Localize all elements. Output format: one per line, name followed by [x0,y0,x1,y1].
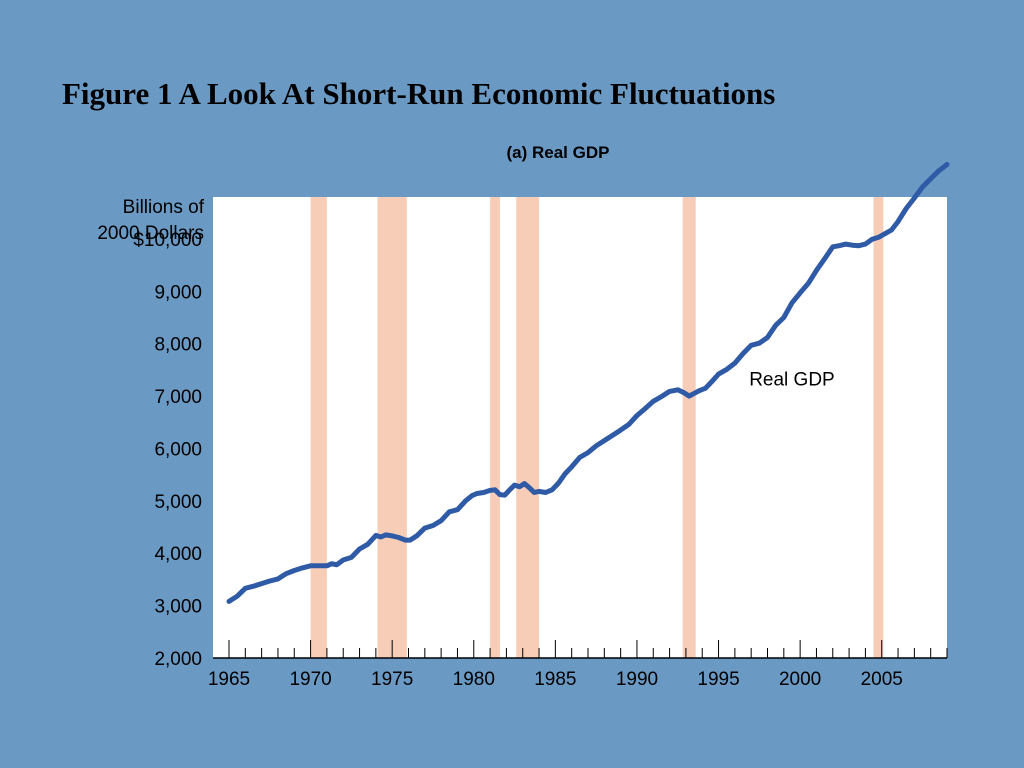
annotations: Real GDP [749,370,835,391]
x-axis-ticks: 1965 1970 1975 1980 1985 1990 1995 2000 2005 [208,640,948,690]
slide-title: Figure 1 A Look At Short-Run Economic Fl… [62,76,776,111]
recession-band-3 [490,197,500,658]
x-tick-label: 2005 [861,669,903,690]
y-tick-label: 8,000 [154,335,202,356]
x-tick-label: 1995 [697,669,739,690]
x-tick-label: 1970 [289,669,331,690]
series-label-real-gdp: Real GDP [749,370,835,391]
series-lines [226,162,950,604]
y-tick-label: 9,000 [154,282,202,303]
y-tick-label: 4,000 [154,544,202,565]
x-tick-label: 1975 [371,669,413,690]
real-gdp-line [226,162,950,604]
recession-bands [310,197,884,658]
x-tick-label: 1985 [534,669,576,690]
x-tick-label: 2000 [779,669,821,690]
y-tick-label: 6,000 [154,439,202,460]
recession-band-5 [682,197,696,658]
chart-title: (a) Real GDP [506,143,610,162]
x-tick-label: 1990 [616,669,658,690]
x-tick-label: 1965 [208,669,250,690]
recession-band-4 [516,197,540,658]
plot-area [213,197,947,658]
y-axis-label-line-2: 2000 Dollars [97,223,204,244]
y-axis-label-line-1: Billions of [122,197,204,218]
y-tick-label: 2,000 [154,649,202,670]
y-tick-label: 5,000 [154,492,202,513]
y-tick-label: 3,000 [154,597,202,618]
y-tick-label: 7,000 [154,387,202,408]
recession-band-6 [873,197,884,658]
x-tick-label: 1980 [453,669,495,690]
y-tick-label: $10,000 [133,230,202,251]
y-axis-ticks: $10,000 9,000 8,000 7,000 6,000 5,000 4,000 3,0… [133,230,202,670]
recession-band-2 [377,197,407,658]
recession-band-1 [310,197,327,658]
y-axis-label: Billions of 2000 Dollars [44,195,204,247]
